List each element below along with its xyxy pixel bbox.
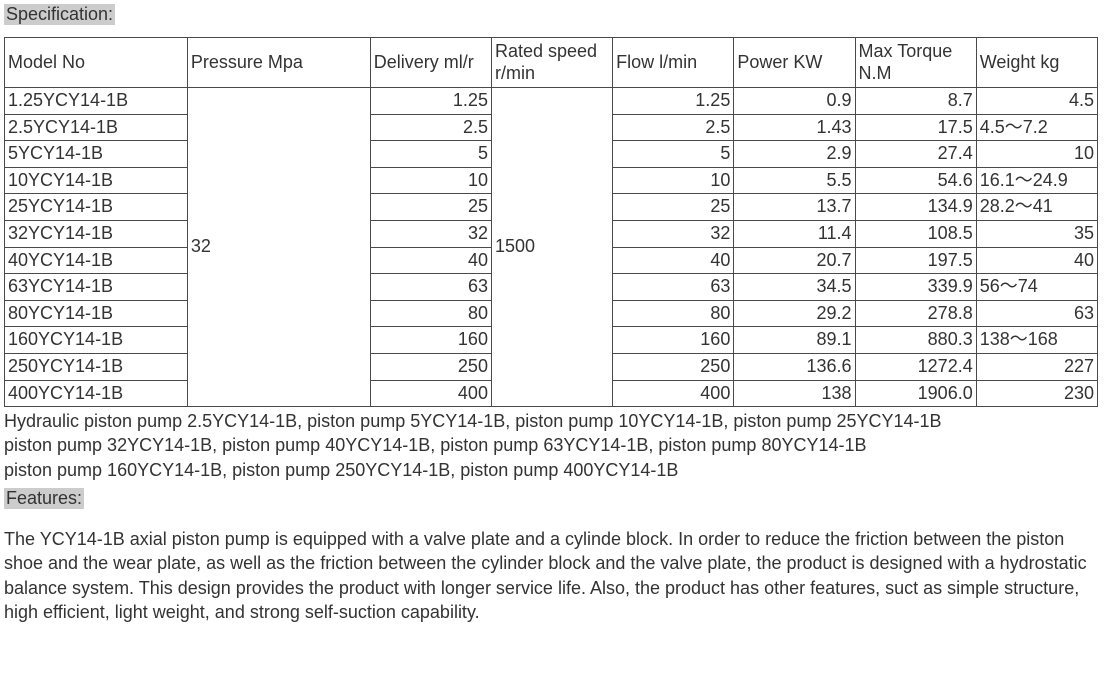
cell-torque: 54.6 bbox=[855, 167, 976, 194]
cell-weight: 40 bbox=[976, 247, 1097, 274]
col-header-pressure: Pressure Mpa bbox=[187, 38, 370, 88]
cell-flow: 80 bbox=[613, 300, 734, 327]
cell-weight: 138～168 bbox=[976, 327, 1097, 354]
cell-weight: 63 bbox=[976, 300, 1097, 327]
cell-torque: 1906.0 bbox=[855, 380, 976, 407]
cell-torque: 27.4 bbox=[855, 141, 976, 168]
cell-weight: 28.2～41 bbox=[976, 194, 1097, 221]
cell-flow: 63 bbox=[613, 274, 734, 301]
cell-delivery: 5 bbox=[370, 141, 491, 168]
specification-table: Model No Pressure Mpa Delivery ml/r Rate… bbox=[4, 37, 1098, 407]
cell-model: 400YCY14-1B bbox=[5, 380, 188, 407]
features-header: Features: bbox=[4, 488, 84, 509]
cell-flow: 160 bbox=[613, 327, 734, 354]
cell-model: 25YCY14-1B bbox=[5, 194, 188, 221]
col-header-weight: Weight kg bbox=[976, 38, 1097, 88]
cell-model: 80YCY14-1B bbox=[5, 300, 188, 327]
cell-delivery: 40 bbox=[370, 247, 491, 274]
cell-pressure-merged: 32 bbox=[187, 88, 370, 407]
cell-flow: 1.25 bbox=[613, 88, 734, 115]
table-header-row: Model No Pressure Mpa Delivery ml/r Rate… bbox=[5, 38, 1098, 88]
col-header-model: Model No bbox=[5, 38, 188, 88]
cell-power: 13.7 bbox=[734, 194, 855, 221]
cell-model: 63YCY14-1B bbox=[5, 274, 188, 301]
cell-weight: 56～74 bbox=[976, 274, 1097, 301]
cell-power: 1.43 bbox=[734, 114, 855, 141]
cell-flow: 25 bbox=[613, 194, 734, 221]
cell-power: 5.5 bbox=[734, 167, 855, 194]
cell-delivery: 10 bbox=[370, 167, 491, 194]
col-header-torque: Max Torque N.M bbox=[855, 38, 976, 88]
cell-power: 11.4 bbox=[734, 220, 855, 247]
cell-weight: 227 bbox=[976, 353, 1097, 380]
cell-torque: 880.3 bbox=[855, 327, 976, 354]
table-row: 1.25YCY14-1B321.2515001.250.98.74.5 bbox=[5, 88, 1098, 115]
cell-torque: 8.7 bbox=[855, 88, 976, 115]
cell-delivery: 2.5 bbox=[370, 114, 491, 141]
cell-torque: 278.8 bbox=[855, 300, 976, 327]
cell-weight: 35 bbox=[976, 220, 1097, 247]
cell-power: 0.9 bbox=[734, 88, 855, 115]
cell-torque: 339.9 bbox=[855, 274, 976, 301]
cell-power: 89.1 bbox=[734, 327, 855, 354]
cell-power: 34.5 bbox=[734, 274, 855, 301]
cell-delivery: 63 bbox=[370, 274, 491, 301]
cell-model: 1.25YCY14-1B bbox=[5, 88, 188, 115]
cell-model: 40YCY14-1B bbox=[5, 247, 188, 274]
cell-weight: 16.1～24.9 bbox=[976, 167, 1097, 194]
cell-flow: 2.5 bbox=[613, 114, 734, 141]
cell-power: 20.7 bbox=[734, 247, 855, 274]
cell-delivery: 160 bbox=[370, 327, 491, 354]
cell-weight: 10 bbox=[976, 141, 1097, 168]
cell-weight: 230 bbox=[976, 380, 1097, 407]
cell-flow: 32 bbox=[613, 220, 734, 247]
col-header-flow: Flow l/min bbox=[613, 38, 734, 88]
cell-flow: 400 bbox=[613, 380, 734, 407]
cell-speed-merged: 1500 bbox=[491, 88, 612, 407]
cell-power: 29.2 bbox=[734, 300, 855, 327]
cell-model: 250YCY14-1B bbox=[5, 353, 188, 380]
cell-weight: 4.5～7.2 bbox=[976, 114, 1097, 141]
cell-power: 136.6 bbox=[734, 353, 855, 380]
cell-model: 2.5YCY14-1B bbox=[5, 114, 188, 141]
cell-flow: 40 bbox=[613, 247, 734, 274]
cell-delivery: 25 bbox=[370, 194, 491, 221]
cell-delivery: 80 bbox=[370, 300, 491, 327]
cell-flow: 5 bbox=[613, 141, 734, 168]
pump-list-text: Hydraulic piston pump 2.5YCY14-1B, pisto… bbox=[4, 409, 1104, 482]
cell-torque: 197.5 bbox=[855, 247, 976, 274]
col-header-speed: Rated speed r/min bbox=[491, 38, 612, 88]
features-description: The YCY14-1B axial piston pump is equipp… bbox=[4, 527, 1098, 624]
cell-model: 10YCY14-1B bbox=[5, 167, 188, 194]
cell-power: 2.9 bbox=[734, 141, 855, 168]
cell-torque: 108.5 bbox=[855, 220, 976, 247]
cell-power: 138 bbox=[734, 380, 855, 407]
cell-delivery: 1.25 bbox=[370, 88, 491, 115]
specification-header: Specification: bbox=[4, 4, 115, 25]
cell-delivery: 250 bbox=[370, 353, 491, 380]
cell-model: 32YCY14-1B bbox=[5, 220, 188, 247]
cell-model: 160YCY14-1B bbox=[5, 327, 188, 354]
cell-model: 5YCY14-1B bbox=[5, 141, 188, 168]
cell-delivery: 32 bbox=[370, 220, 491, 247]
cell-delivery: 400 bbox=[370, 380, 491, 407]
cell-flow: 10 bbox=[613, 167, 734, 194]
cell-torque: 1272.4 bbox=[855, 353, 976, 380]
cell-weight: 4.5 bbox=[976, 88, 1097, 115]
cell-torque: 134.9 bbox=[855, 194, 976, 221]
cell-torque: 17.5 bbox=[855, 114, 976, 141]
col-header-delivery: Delivery ml/r bbox=[370, 38, 491, 88]
cell-flow: 250 bbox=[613, 353, 734, 380]
col-header-power: Power KW bbox=[734, 38, 855, 88]
